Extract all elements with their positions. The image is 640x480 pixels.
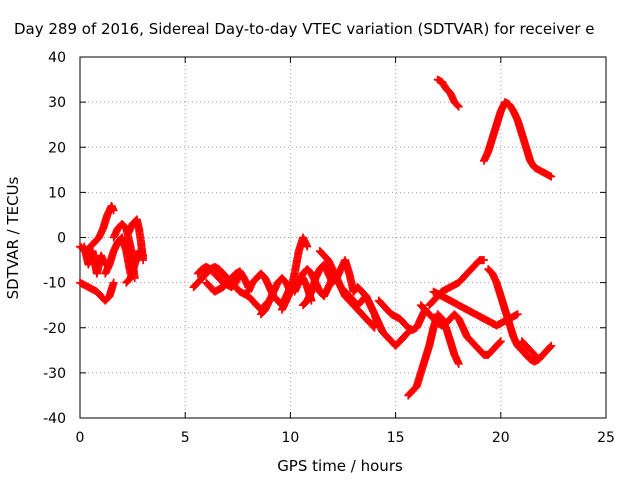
y-tick-label: -30 xyxy=(43,366,66,382)
y-tick-label: -20 xyxy=(43,321,66,337)
x-tick-label: 15 xyxy=(387,430,405,446)
axis-ticks: 0 5 10 15 20 25 -40 -30 -20 -10 0 10 20 30 40 xyxy=(43,50,615,446)
y-tick-label: -10 xyxy=(43,276,66,292)
data-point xyxy=(546,342,555,351)
plot-frame xyxy=(79,56,607,419)
y-axis-label: SDTVAR / TECUs xyxy=(4,176,22,299)
y-tick-label: 30 xyxy=(48,95,66,111)
data-point xyxy=(479,256,488,265)
data-point xyxy=(138,250,147,259)
x-tick-label: 20 xyxy=(492,430,510,446)
data-point xyxy=(496,337,505,346)
data-point xyxy=(109,278,118,287)
x-tick-label: 10 xyxy=(281,430,299,446)
data-point xyxy=(454,359,463,368)
chart-title: Day 289 of 2016, Sidereal Day-to-day VTE… xyxy=(14,20,595,38)
grid xyxy=(80,57,606,418)
y-tick-label: 0 xyxy=(57,231,66,247)
data-point xyxy=(139,251,148,260)
data-point xyxy=(495,338,504,347)
data-points xyxy=(76,75,556,400)
y-tick-label: 20 xyxy=(48,140,66,156)
data-point xyxy=(454,102,463,111)
data-point xyxy=(547,172,556,181)
x-tick-label: 25 xyxy=(597,430,615,446)
data-point xyxy=(453,101,462,110)
data-point xyxy=(533,354,542,363)
y-tick-label: 10 xyxy=(48,185,66,201)
y-tick-label: 40 xyxy=(48,50,66,66)
x-tick-label: 0 xyxy=(76,430,85,446)
x-tick-label: 5 xyxy=(181,430,190,446)
data-point xyxy=(547,341,556,350)
data-point xyxy=(534,355,543,364)
y-tick-label: -40 xyxy=(43,411,66,427)
data-point xyxy=(303,242,312,251)
x-axis-label: GPS time / hours xyxy=(277,457,403,475)
data-point xyxy=(109,206,118,215)
data-point xyxy=(403,329,412,338)
data-point xyxy=(513,310,522,319)
